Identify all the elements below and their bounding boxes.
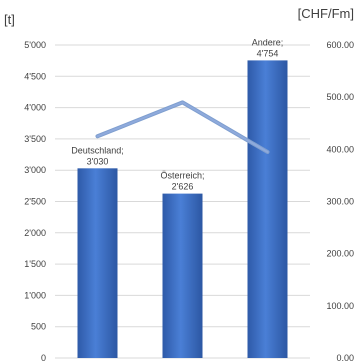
left-tick-label: 1'500 xyxy=(24,259,46,269)
bar-value-label: 2'626 xyxy=(172,182,194,192)
data-labels: Deutschland;3'030 Österreich;2'626 Andere;… xyxy=(71,37,283,191)
left-tick-label: 4'000 xyxy=(24,103,46,113)
bar-andere xyxy=(247,60,288,359)
left-tick-label: 0 xyxy=(41,353,46,363)
left-axis-unit: [t] xyxy=(4,12,15,27)
left-tick-label: 4'500 xyxy=(24,71,46,81)
bar-österreich xyxy=(162,193,203,358)
right-tick-label: 100.00 xyxy=(326,301,354,311)
right-tick-label: 500.00 xyxy=(326,92,354,102)
right-axis-unit: [CHF/Fm] xyxy=(298,6,354,21)
left-tick-label: 2'000 xyxy=(24,228,46,238)
left-tick-label: 3'500 xyxy=(24,134,46,144)
left-axis-ticks: 0 500 1'000 1'500 2'000 2'500 3'000 3'500 4'000 4… xyxy=(24,40,46,363)
left-tick-label: 2'500 xyxy=(24,197,46,207)
left-tick-label: 5'000 xyxy=(24,40,46,50)
bar-value-label: 4'754 xyxy=(257,48,279,58)
left-tick-label: 3'000 xyxy=(24,165,46,175)
right-tick-label: 0.00 xyxy=(336,353,354,363)
line-series xyxy=(95,100,270,154)
left-tick-label: 1'000 xyxy=(24,290,46,300)
price-line-highlight xyxy=(96,101,269,153)
bar-category-label: Österreich; xyxy=(160,171,204,181)
bar-series xyxy=(77,60,288,359)
left-tick-label: 500 xyxy=(31,322,46,332)
bar-deutschland xyxy=(77,168,118,358)
right-axis-ticks: 0.00 100.00 200.00 300.00 400.00 500.00 600.00 xyxy=(326,40,354,363)
bar-value-label: 3'030 xyxy=(87,156,109,166)
right-tick-label: 400.00 xyxy=(326,144,354,154)
right-tick-label: 300.00 xyxy=(326,197,354,207)
bar-category-label: Andere; xyxy=(252,37,284,47)
bar-category-label: Deutschland; xyxy=(71,145,124,155)
right-tick-label: 200.00 xyxy=(326,249,354,259)
right-tick-label: 600.00 xyxy=(326,40,354,50)
